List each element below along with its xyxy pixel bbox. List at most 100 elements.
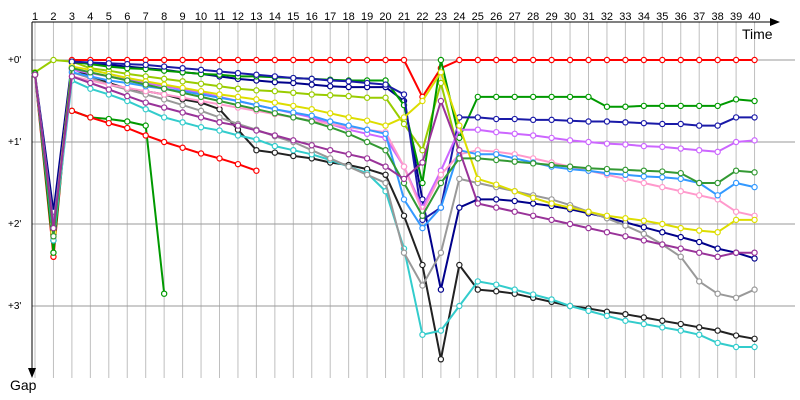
x-tick-label: 15 xyxy=(287,11,299,23)
data-point xyxy=(585,93,592,101)
data-point xyxy=(179,56,186,64)
data-point xyxy=(142,61,149,69)
data-point xyxy=(585,138,592,146)
x-tick-label: 7 xyxy=(143,11,149,23)
data-point xyxy=(622,311,629,318)
data-point xyxy=(253,87,260,94)
series-line xyxy=(34,59,755,254)
data-point xyxy=(382,146,389,154)
x-tick-label: 33 xyxy=(619,11,631,23)
data-point xyxy=(400,212,408,219)
data-point xyxy=(493,115,500,123)
data-point xyxy=(124,77,131,84)
data-point xyxy=(234,93,242,101)
data-point xyxy=(179,109,186,116)
x-tick-label: 18 xyxy=(343,11,355,23)
series-line xyxy=(71,109,166,294)
data-point xyxy=(271,110,279,117)
data-point xyxy=(382,122,389,129)
data-point xyxy=(640,119,648,127)
data-point xyxy=(197,66,205,74)
data-point xyxy=(142,105,149,113)
data-point xyxy=(179,144,186,151)
data-point xyxy=(751,249,758,256)
x-tick-label: 20 xyxy=(379,11,391,23)
data-point xyxy=(714,56,721,64)
data-point xyxy=(197,87,205,95)
data-point xyxy=(363,79,371,87)
data-point xyxy=(529,93,537,101)
x-tick-label: 21 xyxy=(398,11,410,23)
x-tick-label: 9 xyxy=(180,11,186,23)
x-tick-label: 32 xyxy=(601,11,613,23)
data-point xyxy=(179,101,186,109)
data-point xyxy=(363,117,371,124)
data-point xyxy=(659,174,666,181)
data-point xyxy=(548,161,555,169)
data-point xyxy=(437,97,445,105)
data-point xyxy=(696,192,703,199)
data-point xyxy=(529,116,537,124)
data-point xyxy=(548,134,555,142)
data-point xyxy=(327,146,334,154)
data-point xyxy=(197,56,205,64)
data-point xyxy=(529,56,537,64)
series-line xyxy=(34,68,755,230)
data-point xyxy=(290,152,297,160)
data-point xyxy=(327,77,334,84)
data-point xyxy=(87,59,94,66)
data-point xyxy=(290,137,297,144)
data-point xyxy=(493,196,500,203)
data-point xyxy=(419,97,426,105)
data-point xyxy=(751,286,758,293)
data-point xyxy=(659,183,666,191)
data-point xyxy=(511,187,518,195)
data-point xyxy=(234,69,242,77)
data-point xyxy=(363,155,371,162)
data-point xyxy=(419,146,426,154)
y-axis-arrow xyxy=(28,368,36,378)
data-point xyxy=(363,138,371,146)
data-point xyxy=(327,124,334,131)
data-point xyxy=(659,220,666,228)
data-point xyxy=(751,335,758,342)
data-point xyxy=(474,286,481,293)
data-point xyxy=(234,56,242,64)
data-point xyxy=(382,130,389,137)
data-point xyxy=(732,56,740,64)
data-point xyxy=(548,116,555,124)
data-point xyxy=(474,175,481,183)
data-point xyxy=(493,156,500,164)
data-point xyxy=(677,253,684,260)
data-point xyxy=(419,261,426,269)
data-point xyxy=(419,159,426,166)
data-point xyxy=(327,155,334,162)
data-point xyxy=(696,324,703,331)
data-point xyxy=(50,56,57,64)
data-point xyxy=(714,179,721,187)
data-point xyxy=(493,128,500,136)
data-point xyxy=(345,163,352,170)
data-point xyxy=(529,132,537,139)
data-point xyxy=(179,89,186,97)
data-point xyxy=(142,122,149,129)
data-point xyxy=(105,119,113,127)
data-point xyxy=(290,89,297,97)
data-point xyxy=(640,320,648,328)
data-point xyxy=(622,119,629,126)
x-tick-label: 39 xyxy=(730,11,742,23)
data-point xyxy=(659,168,666,175)
data-point xyxy=(400,120,408,128)
data-point xyxy=(160,290,168,297)
data-point xyxy=(732,138,740,146)
data-point xyxy=(640,102,648,110)
y-axis-title: Gap xyxy=(10,377,37,393)
data-point xyxy=(603,56,611,64)
data-point xyxy=(160,63,168,70)
data-point xyxy=(382,94,389,101)
data-point xyxy=(493,181,500,188)
data-point xyxy=(566,137,574,144)
data-point xyxy=(382,171,389,178)
data-point xyxy=(659,241,666,248)
data-point xyxy=(585,56,592,64)
